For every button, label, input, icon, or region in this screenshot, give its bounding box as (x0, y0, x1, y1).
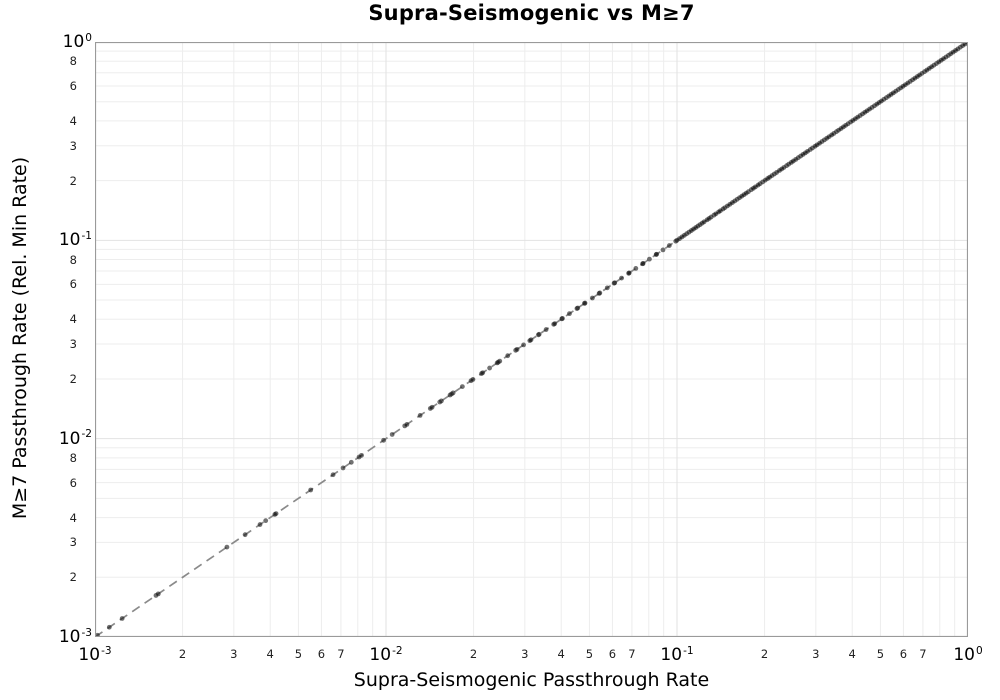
x-minor-tick-label: 3 (812, 647, 820, 661)
y-minor-tick-label: 2 (69, 371, 77, 386)
y-minor-tick-label: 6 (69, 79, 77, 93)
y-minor-tick-label: 4 (69, 312, 77, 327)
x-minor-tick-label: 5 (585, 647, 594, 661)
scatter-point (567, 311, 572, 317)
y-minor-tick-label: 8 (69, 252, 77, 267)
scatter-point (381, 437, 386, 443)
scatter-series (95, 42, 968, 637)
scatter-point (155, 591, 161, 597)
scatter-point (582, 300, 588, 306)
scatter-point (597, 290, 603, 296)
x-minor-tick-label: 2 (469, 647, 478, 661)
scatter-point (497, 358, 503, 364)
scatter-point (505, 353, 511, 359)
y-minor-tick-label: 3 (69, 337, 77, 352)
x-minor-tick-label: 5 (294, 647, 303, 661)
scatter-point (589, 295, 595, 301)
y-minor-tick-label: 3 (69, 535, 77, 550)
scatter-point (536, 331, 542, 337)
y-minor-tick-label: 6 (69, 277, 77, 292)
y-minor-tick-label: 2 (69, 570, 77, 585)
scatter-point (560, 316, 565, 321)
scatter-point (640, 261, 646, 266)
x-minor-tick-label: 6 (899, 647, 908, 661)
y-minor-tick-label: 3 (69, 138, 77, 153)
x-minor-tick-label: 4 (848, 647, 856, 661)
y-minor-tick-label: 4 (69, 113, 77, 128)
x-minor-tick-label: 3 (521, 647, 529, 661)
scatter-point (330, 472, 336, 478)
scatter-point (106, 624, 112, 630)
scatter-point (647, 256, 652, 262)
scatter-point (604, 285, 610, 291)
scatter-point (257, 522, 263, 527)
x-minor-tick-label: 2 (760, 647, 769, 661)
scatter-point (119, 616, 125, 621)
scatter-point (273, 511, 279, 516)
x-minor-tick-label: 4 (557, 647, 565, 661)
scatter-point (470, 376, 476, 382)
y-minor-tick-label: 6 (69, 475, 77, 490)
x-major-tick-label: 10-1 (660, 644, 694, 665)
scatter-point (654, 251, 660, 257)
x-minor-tick-label: 3 (230, 647, 238, 661)
x-minor-tick-label: 7 (628, 647, 636, 661)
x-minor-tick-label: 5 (876, 647, 885, 661)
y-minor-tick-label: 8 (69, 54, 77, 69)
scatter-point (450, 390, 456, 396)
scatter-point (666, 243, 672, 248)
scatter-point (404, 422, 410, 427)
y-major-tick-label: 10-1 (58, 230, 92, 251)
scatter-point (660, 247, 666, 253)
scatter-point (528, 337, 534, 343)
y-major-tick-label: 10-3 (58, 626, 92, 647)
x-minor-tick-label: 4 (266, 647, 274, 661)
scatter-point (263, 518, 269, 524)
scatter-point (633, 265, 639, 271)
scatter-point (521, 342, 526, 348)
x-major-tick-label: 10-2 (369, 644, 403, 665)
x-major-tick-label: 10-3 (78, 644, 112, 665)
scatter-point (619, 275, 624, 281)
chart-title: Supra-Seismogenic vs M≥7 (368, 1, 695, 25)
scatter-point (438, 398, 444, 404)
y-minor-tick-label: 8 (69, 450, 77, 465)
x-axis-label: Supra-Seismogenic Passthrough Rate (353, 669, 710, 691)
y-major-tick-label: 100 (62, 31, 92, 52)
x-minor-tick-label: 7 (337, 647, 345, 661)
scatter-point (359, 452, 364, 458)
scatter-point (575, 305, 581, 311)
scatter-point (417, 413, 423, 418)
x-minor-tick-label: 6 (608, 647, 617, 661)
scatter-point (308, 487, 314, 493)
x-major-tick-label: 100 (953, 644, 983, 665)
plot-area (95, 42, 968, 637)
x-minor-tick-label: 7 (919, 647, 927, 661)
scatter-point (626, 270, 632, 276)
plot-border (95, 42, 968, 637)
scatter-point (543, 327, 549, 332)
scatter-point (459, 384, 465, 390)
scatter-point (348, 459, 354, 465)
scatter-point (487, 365, 493, 371)
gridlines (95, 42, 968, 637)
scatter-point (389, 432, 395, 437)
scatter-point (340, 465, 346, 471)
scatter-point (480, 370, 486, 376)
y-axis-label: M≥7 Passthrough Rate (Rel. Min Rate) (9, 156, 31, 520)
scatter-point (242, 532, 248, 538)
x-minor-tick-label: 6 (317, 647, 326, 661)
y-minor-tick-label: 2 (69, 173, 77, 188)
y-minor-tick-label: 4 (69, 510, 77, 525)
scatter-point (552, 321, 558, 327)
scatter-point (224, 544, 230, 550)
x-minor-tick-label: 2 (178, 647, 187, 661)
scatter-point (429, 404, 435, 410)
scatter-point (612, 280, 618, 286)
scatter-point (514, 346, 520, 352)
y-major-tick-label: 10-2 (58, 428, 92, 449)
